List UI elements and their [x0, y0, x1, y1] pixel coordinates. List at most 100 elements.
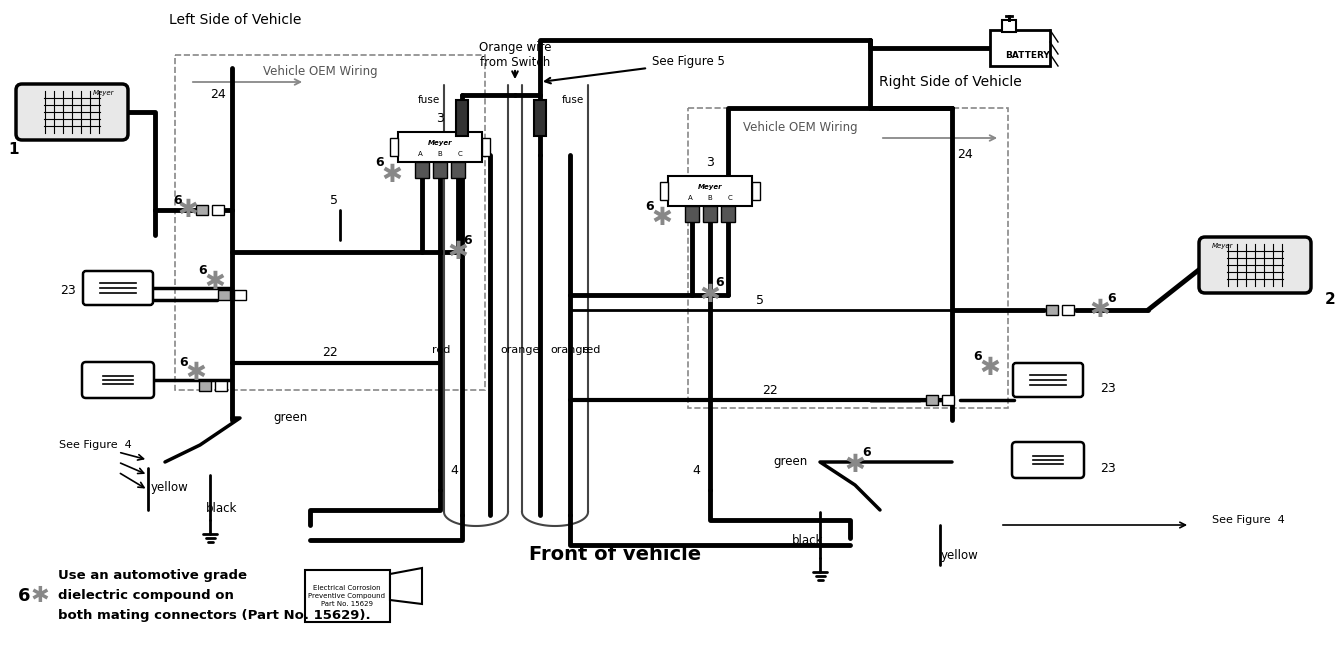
Text: ✱: ✱ [381, 163, 403, 187]
Text: green: green [772, 456, 807, 468]
Bar [212, 205, 224, 215]
Bar [398, 132, 482, 162]
Text: 6: 6 [199, 263, 207, 277]
Text: 6: 6 [974, 350, 982, 362]
Text: ✱: ✱ [177, 198, 199, 222]
Text: 23: 23 [1100, 381, 1116, 395]
Text: fuse: fuse [418, 95, 441, 105]
Text: See Figure 5: See Figure 5 [651, 56, 725, 68]
Text: 6: 6 [463, 234, 473, 247]
Bar [941, 395, 954, 405]
Text: 3: 3 [436, 111, 445, 125]
Bar [415, 162, 428, 178]
Text: 6: 6 [173, 194, 183, 206]
Bar [432, 162, 447, 178]
Text: Meyer: Meyer [1213, 243, 1234, 249]
Text: ✱: ✱ [447, 240, 469, 264]
Bar [667, 176, 752, 206]
FancyBboxPatch shape [16, 84, 128, 140]
Text: 2: 2 [1324, 293, 1335, 308]
Text: Meyer: Meyer [93, 90, 114, 96]
Text: yellow: yellow [152, 482, 189, 494]
Text: ✱: ✱ [185, 361, 207, 385]
Bar [457, 100, 467, 136]
Text: 6: 6 [376, 157, 384, 170]
Bar [702, 206, 717, 222]
Bar [721, 206, 735, 222]
Text: 24: 24 [958, 149, 972, 161]
Text: Meyer: Meyer [427, 140, 453, 146]
Text: 23: 23 [1100, 462, 1116, 474]
Text: Left Side of Vehicle: Left Side of Vehicle [169, 13, 301, 27]
Bar [451, 162, 465, 178]
Bar [196, 205, 208, 215]
Text: BATTERY: BATTERY [1006, 52, 1050, 60]
Text: 4: 4 [692, 464, 700, 476]
Text: 23: 23 [60, 283, 75, 297]
Text: red: red [582, 345, 600, 355]
Text: Electrical Corrosion
Preventive Compound
Part No. 15629: Electrical Corrosion Preventive Compound… [309, 584, 385, 608]
Text: ✱: ✱ [979, 356, 1001, 380]
Text: 5: 5 [756, 293, 764, 306]
Text: fuse: fuse [561, 95, 584, 105]
Bar [685, 206, 698, 222]
Bar [218, 290, 230, 300]
Text: ✱: ✱ [204, 270, 226, 294]
Bar [482, 138, 490, 156]
Text: 6: 6 [17, 587, 31, 605]
Text: 1: 1 [9, 143, 19, 157]
Bar [215, 381, 227, 391]
Text: Vehicle OEM Wiring: Vehicle OEM Wiring [263, 66, 377, 78]
Text: Vehicle OEM Wiring: Vehicle OEM Wiring [743, 121, 857, 135]
Text: ✱: ✱ [845, 453, 865, 477]
Bar [752, 182, 760, 200]
Bar [175, 55, 485, 390]
Text: 6: 6 [646, 200, 654, 214]
Text: A: A [688, 195, 693, 201]
Bar [305, 570, 389, 622]
Text: black: black [792, 533, 823, 547]
Text: 6: 6 [716, 277, 724, 289]
Bar [199, 381, 211, 391]
Text: Front of vehicle: Front of vehicle [529, 545, 701, 565]
Bar [688, 108, 1009, 408]
Text: Use an automotive grade
dielectric compound on
both mating connectors (Part No. : Use an automotive grade dielectric compo… [58, 570, 371, 622]
Text: 6: 6 [1108, 291, 1116, 304]
Bar [535, 100, 547, 136]
Text: B: B [438, 151, 442, 157]
Text: 24: 24 [210, 88, 226, 101]
Text: See Figure  4: See Figure 4 [1211, 515, 1284, 525]
Text: ✱: ✱ [31, 586, 50, 606]
Text: 3: 3 [706, 155, 714, 168]
Text: 6: 6 [862, 446, 872, 460]
Bar [659, 182, 667, 200]
Text: red: red [431, 345, 450, 355]
Text: C: C [728, 195, 732, 201]
Bar [1046, 305, 1058, 315]
Text: orange: orange [500, 345, 540, 355]
FancyBboxPatch shape [1013, 363, 1082, 397]
Text: Meyer: Meyer [697, 184, 723, 190]
FancyBboxPatch shape [83, 271, 153, 305]
Polygon shape [389, 568, 422, 604]
Bar [927, 395, 937, 405]
Text: 6: 6 [180, 356, 188, 369]
Bar [1002, 20, 1017, 32]
Text: Orange wire
from Switch: Orange wire from Switch [478, 41, 551, 69]
Text: A: A [418, 151, 423, 157]
Text: 5: 5 [330, 194, 338, 206]
Text: B: B [708, 195, 712, 201]
Text: orange: orange [551, 345, 590, 355]
Text: 4: 4 [450, 464, 458, 476]
Bar [234, 290, 246, 300]
Text: 22: 22 [761, 383, 778, 397]
FancyBboxPatch shape [1013, 442, 1084, 478]
Text: Right Side of Vehicle: Right Side of Vehicle [878, 75, 1022, 89]
Bar [990, 30, 1050, 66]
Text: ✱: ✱ [700, 283, 720, 307]
Text: green: green [273, 411, 308, 425]
Text: yellow: yellow [941, 549, 979, 561]
Text: black: black [207, 502, 238, 515]
FancyBboxPatch shape [1199, 237, 1311, 293]
FancyBboxPatch shape [82, 362, 154, 398]
